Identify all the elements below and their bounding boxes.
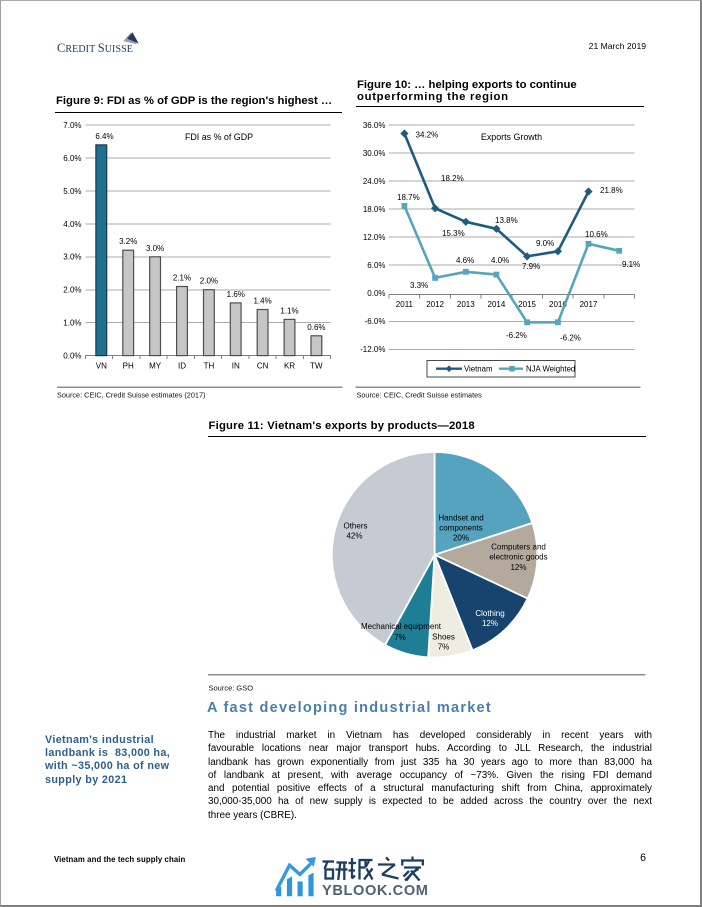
svg-text:FDI as % of GDP: FDI as % of GDP	[185, 132, 253, 142]
svg-text:7.0%: 7.0%	[63, 121, 81, 130]
svg-text:3.0%: 3.0%	[63, 253, 81, 262]
svg-text:TH: TH	[204, 362, 215, 371]
svg-text:2.1%: 2.1%	[173, 274, 191, 283]
svg-text:6.0%: 6.0%	[63, 154, 81, 163]
svg-text:TW: TW	[310, 362, 323, 371]
svg-text:Handset and: Handset and	[438, 514, 483, 523]
svg-text:7%: 7%	[438, 642, 450, 651]
svg-text:13.8%: 13.8%	[495, 216, 518, 225]
svg-text:3.0%: 3.0%	[146, 244, 164, 253]
svg-text:18.2%: 18.2%	[441, 174, 464, 183]
svg-text:2015: 2015	[518, 300, 536, 309]
svg-text:PH: PH	[123, 362, 134, 371]
svg-text:2011: 2011	[396, 300, 414, 309]
svg-text:18.7%: 18.7%	[397, 193, 420, 202]
svg-text:4.0%: 4.0%	[491, 256, 509, 265]
svg-text:1.1%: 1.1%	[280, 306, 298, 315]
svg-text:Shoes: Shoes	[432, 633, 455, 642]
svg-text:Others: Others	[343, 522, 367, 531]
svg-text:1.6%: 1.6%	[227, 290, 245, 299]
svg-text:1.0%: 1.0%	[63, 319, 81, 328]
svg-text:-6.0%: -6.0%	[365, 317, 386, 326]
svg-text:-12.0%: -12.0%	[360, 345, 385, 354]
svg-text:9.1%: 9.1%	[622, 260, 640, 269]
svg-text:5.0%: 5.0%	[63, 187, 81, 196]
svg-text:Mechanical equipment: Mechanical equipment	[361, 622, 442, 631]
svg-text:Clothing: Clothing	[475, 609, 504, 618]
svg-text:electronic goods: electronic goods	[489, 553, 547, 562]
svg-text:30.0%: 30.0%	[363, 149, 386, 158]
svg-text:20%: 20%	[453, 534, 469, 543]
svg-text:7%: 7%	[394, 633, 406, 642]
svg-text:Computers and: Computers and	[491, 543, 546, 552]
svg-text:MY: MY	[149, 362, 162, 371]
svg-text:12%: 12%	[482, 619, 498, 628]
svg-text:34.2%: 34.2%	[416, 131, 439, 140]
svg-text:3.2%: 3.2%	[119, 237, 137, 246]
svg-text:3.3%: 3.3%	[410, 281, 428, 290]
svg-text:0.6%: 0.6%	[307, 323, 325, 332]
svg-text:0.0%: 0.0%	[367, 289, 385, 298]
svg-text:ID: ID	[178, 362, 186, 371]
svg-text:15.3%: 15.3%	[442, 229, 465, 238]
svg-text:0.0%: 0.0%	[63, 352, 81, 361]
svg-text:42%: 42%	[346, 532, 362, 541]
svg-text:2012: 2012	[426, 300, 444, 309]
svg-text:Source: CEIC, Credit Suisse es: Source: CEIC, Credit Suisse estimates	[357, 391, 483, 400]
svg-text:Source: CEIC, Credit Suisse es: Source: CEIC, Credit Suisse estimates (2…	[57, 391, 205, 400]
svg-text:components: components	[439, 524, 483, 533]
svg-text:24.0%: 24.0%	[363, 177, 386, 186]
svg-text:2.0%: 2.0%	[200, 277, 218, 286]
svg-text:VN: VN	[96, 362, 107, 371]
svg-text:6.0%: 6.0%	[367, 261, 385, 270]
svg-text:7.9%: 7.9%	[522, 262, 540, 271]
svg-text:12.0%: 12.0%	[363, 233, 386, 242]
svg-text:21.8%: 21.8%	[600, 186, 623, 195]
svg-text:KR: KR	[284, 362, 295, 371]
svg-text:NJA Weighted: NJA Weighted	[526, 365, 575, 374]
svg-text:10.6%: 10.6%	[585, 230, 608, 239]
svg-text:Exports Growth: Exports Growth	[481, 132, 542, 142]
svg-text:Source: GSO: Source: GSO	[209, 684, 254, 693]
svg-text:CN: CN	[257, 362, 269, 371]
svg-text:9.0%: 9.0%	[536, 239, 554, 248]
svg-text:2014: 2014	[488, 300, 506, 309]
svg-text:2013: 2013	[457, 300, 475, 309]
svg-text:18.0%: 18.0%	[363, 205, 386, 214]
svg-text:4.0%: 4.0%	[63, 220, 81, 229]
svg-text:2.0%: 2.0%	[63, 286, 81, 295]
svg-text:4.6%: 4.6%	[456, 256, 474, 265]
svg-text:Vietnam: Vietnam	[464, 365, 492, 374]
svg-text:2016: 2016	[549, 300, 567, 309]
svg-text:2017: 2017	[580, 300, 598, 309]
svg-text:1.4%: 1.4%	[253, 297, 271, 306]
svg-text:IN: IN	[232, 362, 240, 371]
svg-text:6.4%: 6.4%	[95, 132, 113, 141]
svg-text:-6.2%: -6.2%	[506, 331, 527, 340]
svg-text:36.0%: 36.0%	[363, 121, 386, 130]
svg-text:-6.2%: -6.2%	[560, 334, 581, 343]
svg-text:12%: 12%	[510, 563, 526, 572]
